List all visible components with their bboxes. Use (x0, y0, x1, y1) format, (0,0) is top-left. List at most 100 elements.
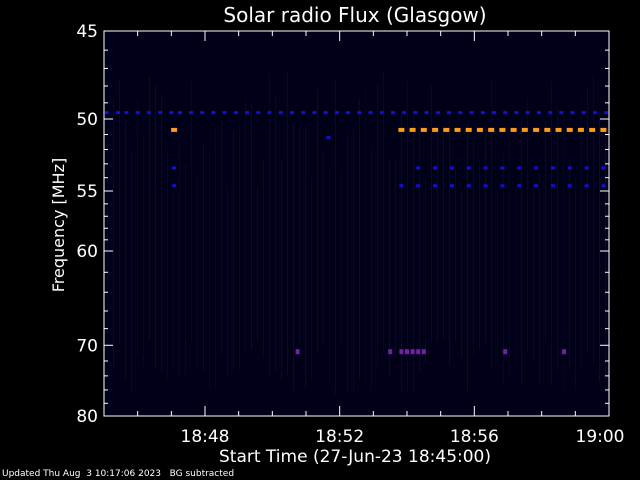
emission-mark (544, 127, 551, 132)
emission-mark (476, 127, 483, 132)
emission-mark (135, 111, 140, 115)
background-stripe (305, 127, 306, 389)
emission-mark (177, 111, 182, 115)
emission-mark (172, 166, 177, 170)
background-stripe (353, 129, 354, 393)
background-stripe (371, 145, 372, 391)
emission-mark (517, 184, 522, 188)
background-stripe (407, 80, 408, 392)
emission-mark (399, 349, 404, 355)
spectrogram-marks (104, 111, 609, 355)
emission-mark (584, 184, 589, 188)
background-stripe (161, 93, 162, 371)
emission-mark (466, 166, 471, 170)
background-stripe (173, 189, 174, 370)
background-stripe (599, 112, 600, 383)
emission-mark (570, 111, 575, 115)
emission-mark (398, 127, 405, 132)
emission-mark (116, 111, 120, 115)
background-stripe (323, 150, 324, 344)
background-stripe (551, 81, 552, 387)
x-tick-label: 18:52 (315, 427, 364, 447)
emission-mark (555, 127, 562, 132)
spectrogram-background (107, 71, 606, 395)
background-stripe (227, 185, 228, 377)
emission-mark (525, 111, 530, 115)
background-stripe (419, 123, 420, 374)
emission-mark (521, 127, 528, 132)
background-stripe (539, 170, 540, 386)
emission-mark (483, 184, 488, 188)
background-stripe (245, 99, 246, 352)
emission-mark (413, 111, 418, 115)
background-stripe (263, 160, 264, 358)
axis-ticks (103, 30, 610, 417)
background-stripe (203, 143, 204, 372)
background-stripe (503, 152, 504, 386)
background-stripe (437, 130, 438, 342)
emission-mark (503, 349, 508, 355)
background-stripe (557, 101, 558, 372)
background-stripe (509, 134, 510, 378)
background-stripe (401, 114, 402, 392)
background-stripe (605, 130, 606, 383)
emission-mark (443, 127, 450, 132)
emission-mark (577, 127, 584, 132)
emission-mark (600, 127, 607, 132)
emission-mark (454, 127, 461, 132)
emission-mark (267, 111, 272, 115)
x-tick-label: 18:56 (450, 427, 499, 447)
emission-mark (432, 127, 439, 132)
emission-mark (548, 111, 553, 115)
emission-mark (416, 166, 421, 170)
background-stripe (563, 110, 564, 395)
background-stripe (137, 99, 138, 356)
x-tick-label: 19:00 (576, 427, 625, 447)
emission-mark (449, 184, 454, 188)
background-stripe (179, 136, 180, 377)
x-axis-label: Start Time (27-Jun-23 18:45:00) (219, 447, 491, 467)
emission-mark (601, 166, 606, 170)
emission-mark (357, 111, 362, 115)
emission-mark (233, 111, 238, 115)
background-stripe (143, 138, 144, 367)
emission-mark (326, 136, 331, 140)
emission-mark (399, 184, 404, 188)
background-stripe (287, 71, 288, 375)
emission-mark (503, 111, 508, 115)
emission-mark (435, 111, 440, 115)
background-stripe (449, 120, 450, 367)
background-stripe (359, 98, 360, 379)
y-tick-label: 80 (76, 407, 98, 427)
background-stripe (281, 159, 282, 380)
emission-mark (346, 111, 351, 115)
emission-mark (466, 184, 471, 188)
background-stripe (221, 120, 222, 356)
background-stripe (257, 187, 258, 341)
emission-mark (245, 111, 250, 115)
emission-mark (567, 166, 572, 170)
background-stripe (443, 126, 444, 338)
background-stripe (533, 179, 534, 361)
background-stripe (191, 80, 192, 341)
background-stripe (275, 96, 276, 373)
emission-mark (334, 111, 339, 115)
background-stripe (185, 163, 186, 375)
background-stripe (239, 125, 240, 370)
emission-mark (278, 111, 283, 115)
emission-mark (449, 166, 454, 170)
y-tick-label: 70 (76, 336, 98, 356)
background-stripe (485, 124, 486, 344)
emission-mark (104, 111, 109, 115)
emission-mark (301, 111, 306, 115)
emission-mark (559, 111, 564, 115)
y-tick-label: 60 (76, 242, 98, 262)
background-stripe (383, 72, 384, 351)
emission-mark (562, 349, 567, 355)
emission-mark (295, 349, 300, 355)
emission-mark (533, 127, 540, 132)
emission-mark (211, 111, 216, 115)
background-stripe (131, 149, 132, 392)
emission-mark (581, 111, 586, 115)
